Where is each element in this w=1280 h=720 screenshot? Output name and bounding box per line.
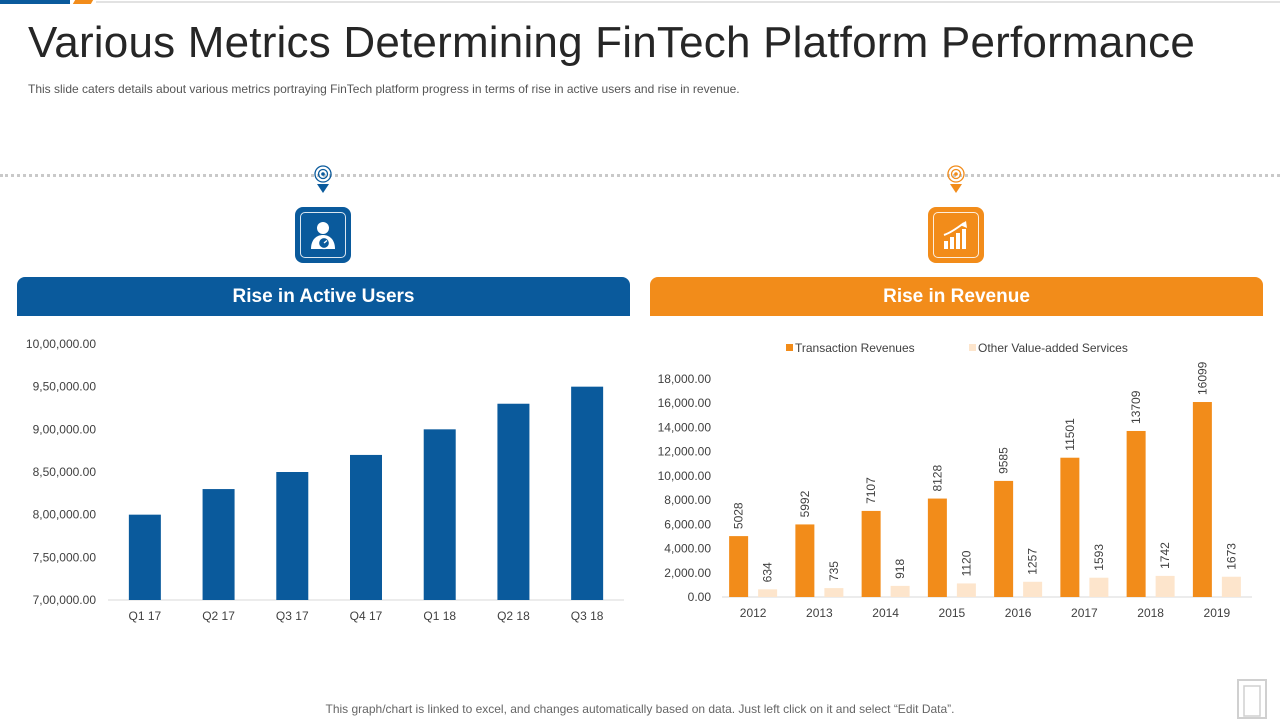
- data-label: 5028: [732, 502, 746, 529]
- x-tick-label: 2016: [1005, 606, 1032, 620]
- y-tick-label: 8,50,000.00: [33, 465, 97, 479]
- location-pin-icon: [314, 165, 332, 193]
- y-tick-label: 12,000.00: [658, 445, 712, 459]
- bar: [423, 429, 456, 600]
- page-title: Various Metrics Determining FinTech Plat…: [28, 18, 1195, 67]
- y-tick-label: 8,000.00: [664, 493, 711, 507]
- bar: [994, 480, 1014, 597]
- data-label: 9585: [997, 447, 1011, 474]
- x-tick-label: Q2 18: [497, 609, 530, 623]
- x-tick-label: 2015: [939, 606, 966, 620]
- y-tick-label: 18,000.00: [658, 372, 712, 386]
- x-tick-label: 2013: [806, 606, 833, 620]
- x-tick-label: 2017: [1071, 606, 1098, 620]
- x-tick-label: Q2 17: [202, 609, 235, 623]
- bar: [497, 403, 530, 600]
- active-users-header: Rise in Active Users: [17, 277, 630, 316]
- y-tick-label: 7,00,000.00: [33, 593, 97, 607]
- bar: [1023, 581, 1043, 597]
- bar: [276, 472, 309, 600]
- y-tick-label: 16,000.00: [658, 396, 712, 410]
- data-label: 918: [893, 559, 907, 579]
- data-label: 5992: [798, 490, 812, 517]
- data-label: 13709: [1129, 390, 1143, 424]
- location-pin-icon: [947, 165, 965, 193]
- data-label: 16099: [1195, 361, 1209, 395]
- y-tick-label: 10,00,000.00: [26, 337, 96, 351]
- legend-label: Other Value-added Services: [978, 341, 1128, 355]
- y-tick-label: 4,000.00: [664, 542, 711, 556]
- x-tick-label: 2018: [1137, 606, 1164, 620]
- y-tick-label: 0.00: [688, 590, 712, 604]
- x-tick-label: 2012: [740, 606, 767, 620]
- bar: [956, 583, 976, 597]
- data-label: 735: [827, 561, 841, 581]
- data-label: 1120: [959, 550, 973, 576]
- y-tick-label: 7,50,000.00: [33, 550, 97, 564]
- bar: [795, 524, 815, 597]
- y-tick-label: 8,00,000.00: [33, 508, 97, 522]
- bar: [128, 514, 161, 600]
- x-tick-label: Q4 17: [350, 609, 383, 623]
- data-label: 1673: [1224, 543, 1238, 570]
- y-tick-label: 9,00,000.00: [33, 422, 97, 436]
- x-tick-label: 2014: [872, 606, 899, 620]
- dotted-divider: [0, 174, 1280, 177]
- bar: [890, 585, 910, 597]
- data-label: 634: [761, 562, 775, 582]
- data-label: 1593: [1092, 544, 1106, 571]
- y-tick-label: 14,000.00: [658, 420, 712, 434]
- top-accent-bar: [0, 0, 1280, 5]
- bar: [202, 489, 235, 600]
- page-subtitle: This slide caters details about various …: [28, 82, 740, 96]
- bar: [927, 498, 947, 597]
- user-dashboard-icon: [311, 222, 335, 250]
- x-tick-label: Q3 18: [571, 609, 604, 623]
- bar: [350, 454, 382, 600]
- bar: [729, 536, 749, 597]
- growth-chart-icon: [943, 221, 967, 249]
- revenue-header: Rise in Revenue: [650, 277, 1263, 316]
- footer-note: This graph/chart is linked to excel, and…: [325, 702, 955, 716]
- y-tick-label: 2,000.00: [664, 566, 711, 580]
- bar: [758, 589, 778, 597]
- bar: [1089, 577, 1109, 597]
- y-tick-label: 9,50,000.00: [33, 380, 97, 394]
- x-tick-label: 2019: [1204, 606, 1231, 620]
- y-tick-label: 6,000.00: [664, 517, 711, 531]
- bar: [824, 588, 844, 597]
- bar: [1060, 457, 1080, 597]
- data-label: 7107: [864, 477, 878, 504]
- y-tick-label: 10,000.00: [658, 469, 712, 483]
- x-tick-label: Q1 18: [423, 609, 456, 623]
- x-tick-label: Q3 17: [276, 609, 309, 623]
- legend-swatch: [969, 344, 976, 351]
- active-users-chart[interactable]: 7,00,000.00 7,50,000.00 8,00,000.00 8,50,00…: [0, 330, 640, 630]
- data-label: 1742: [1158, 542, 1172, 569]
- bar: [861, 510, 881, 597]
- x-tick-label: Q1 17: [129, 609, 162, 623]
- data-label: 11501: [1063, 418, 1077, 451]
- revenue-chart[interactable]: 0.00 2,000.00 4,000.00 6,000.00 8,000.00 10,0…: [640, 330, 1280, 630]
- bar: [1126, 430, 1146, 597]
- bar: [1155, 575, 1175, 597]
- bar: [1192, 402, 1212, 597]
- data-label: 8128: [930, 465, 944, 492]
- document-icon: [1237, 679, 1267, 719]
- revenue-growth-tile: [928, 207, 984, 263]
- bar: [1221, 576, 1241, 597]
- data-label: 1257: [1026, 548, 1040, 575]
- legend-label: Transaction Revenues: [795, 341, 915, 355]
- legend-swatch: [786, 344, 793, 351]
- bar: [571, 386, 604, 600]
- active-users-tile: [295, 207, 351, 263]
